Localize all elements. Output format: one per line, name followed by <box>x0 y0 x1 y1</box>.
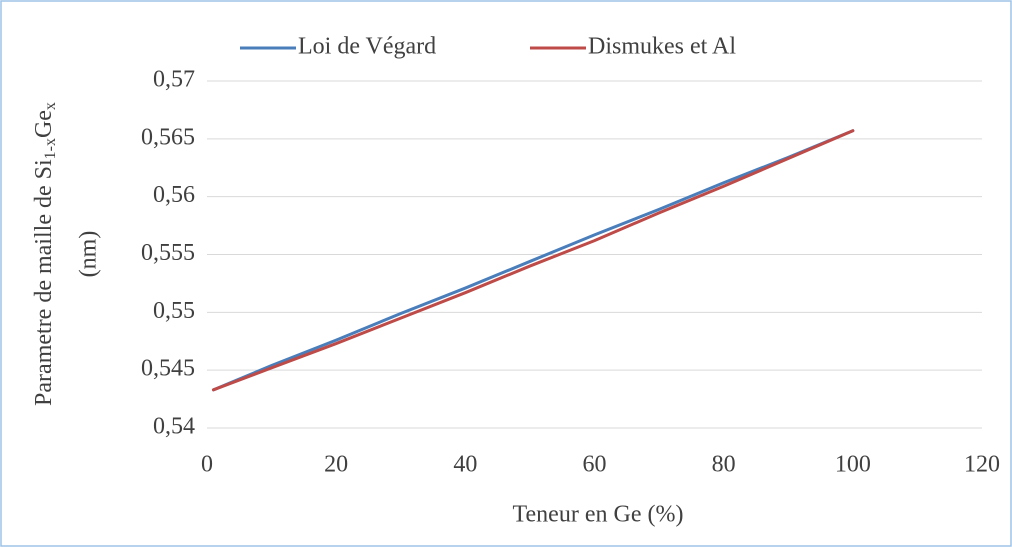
legend-label: Loi de Végard <box>298 34 436 60</box>
x-tick-label: 40 <box>453 452 477 478</box>
y-tick-label: 0,55 <box>153 298 195 324</box>
x-tick-label: 120 <box>964 452 1000 478</box>
y-tick-label: 0,565 <box>141 124 195 150</box>
x-tick-label: 20 <box>324 452 348 478</box>
y-tick-label: 0,57 <box>153 67 195 93</box>
series-line <box>211 129 855 392</box>
x-tick-label: 80 <box>712 452 736 478</box>
y-axis-label: Parametre de maille de Si1-xGex <box>31 102 59 406</box>
y-axis-label-line2: (nm) <box>76 231 102 278</box>
series-line <box>211 129 855 392</box>
legend-label: Dismukes et Al <box>588 34 736 60</box>
x-tick-label: 60 <box>583 452 607 478</box>
y-tick-label: 0,54 <box>153 414 195 440</box>
y-tick-label: 0,555 <box>141 240 195 266</box>
x-tick-label: 100 <box>835 452 871 478</box>
y-tick-label: 0,56 <box>153 182 195 208</box>
x-tick-label: 0 <box>201 452 213 478</box>
x-axis-label: Teneur en Ge (%) <box>513 502 684 528</box>
y-tick-label: 0,545 <box>141 356 195 382</box>
